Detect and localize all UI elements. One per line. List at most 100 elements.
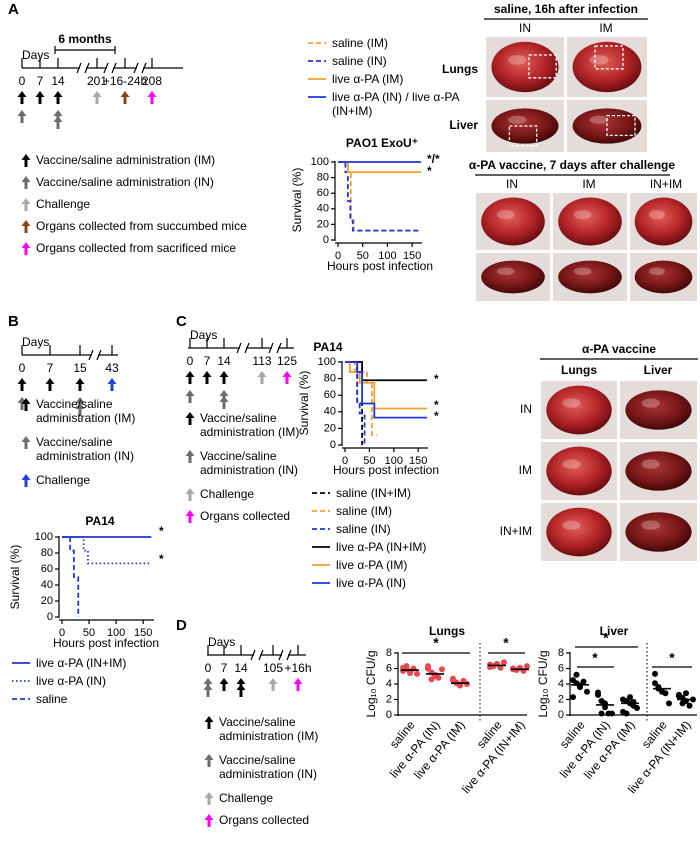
tissue xyxy=(625,512,692,552)
axis-break-gap xyxy=(254,652,260,658)
survival-line xyxy=(62,536,152,565)
legend-label: live α-PA (IN+IM) xyxy=(336,540,427,554)
day-label: 0 xyxy=(187,354,194,368)
legend-label: Organs collected from sacrificed mice xyxy=(36,241,237,255)
axis-break xyxy=(133,62,147,74)
tissue-highlight xyxy=(573,267,592,276)
tissue-highlight xyxy=(648,267,665,276)
y-tick-label: 0 xyxy=(330,439,336,451)
x-tick-label: 0 xyxy=(342,455,348,467)
data-point xyxy=(676,693,682,700)
data-point xyxy=(627,694,633,701)
y-tick-label: 60 xyxy=(324,389,336,401)
data-point xyxy=(686,702,693,709)
y-tick-label: 80 xyxy=(41,547,53,559)
axis-break xyxy=(250,649,264,661)
y-tick-label: 20 xyxy=(317,218,329,230)
data-point xyxy=(457,682,463,689)
chart-title: PA14 xyxy=(85,514,114,528)
roi-box xyxy=(594,45,624,70)
arrow xyxy=(21,242,31,255)
day-label: 7 xyxy=(221,661,228,675)
y-tick-label: 80 xyxy=(324,373,336,385)
arrow xyxy=(17,110,27,123)
data-point xyxy=(573,671,580,678)
y-axis-label: Survival (%) xyxy=(8,545,22,610)
y-tick-label: 60 xyxy=(317,187,329,199)
photo-column: Lungs xyxy=(561,363,597,377)
data-point xyxy=(432,673,438,680)
legend-label: Challenge xyxy=(219,791,274,805)
annotation: * xyxy=(159,552,164,566)
y-tick-label: 4 xyxy=(558,678,564,690)
photo-column: IN xyxy=(519,21,531,35)
annotation: * xyxy=(592,650,598,666)
day-label: 7 xyxy=(204,354,211,368)
x-tick-label: 0 xyxy=(59,627,65,639)
data-point xyxy=(407,670,413,677)
arrow xyxy=(257,371,267,384)
arrow xyxy=(282,371,292,384)
tissue-highlight xyxy=(641,459,661,469)
data-point xyxy=(577,684,583,691)
annotation: * xyxy=(434,409,439,423)
tissue xyxy=(625,390,692,430)
arrow xyxy=(293,678,303,691)
legend-label: Challenge xyxy=(200,487,255,501)
chart-title: Liver xyxy=(600,624,629,638)
axis-break xyxy=(278,649,292,661)
annotation: * xyxy=(503,635,509,651)
data-point xyxy=(598,710,605,717)
photo-column: IM xyxy=(582,177,595,191)
arrow xyxy=(21,474,31,487)
y-axis-label: Log₁₀ CFU/g xyxy=(536,650,550,717)
day-label: 208 xyxy=(142,74,162,88)
axis-break xyxy=(88,349,102,361)
day-label: +16h xyxy=(284,661,311,675)
span-bracket xyxy=(54,46,116,54)
arrow xyxy=(185,371,195,384)
arrow xyxy=(219,371,229,384)
chart-title: PA14 xyxy=(313,340,342,354)
arrow xyxy=(268,678,278,691)
roi-box xyxy=(606,114,636,137)
y-tick-label: 6 xyxy=(386,662,392,674)
tissue-highlight xyxy=(562,398,581,408)
day-label: 105 xyxy=(263,661,283,675)
tissue xyxy=(491,41,559,93)
day-label: 0 xyxy=(19,74,26,88)
days-label: Days xyxy=(190,328,217,342)
data-point xyxy=(679,700,686,707)
arrow xyxy=(185,412,195,425)
tissue xyxy=(481,260,545,294)
data-point xyxy=(414,670,420,677)
y-tick-label: 0 xyxy=(386,709,392,721)
day-label: 113 xyxy=(252,354,271,368)
legend-label: saline (IM) xyxy=(336,504,393,518)
annotation: * xyxy=(433,635,439,651)
legend-label: saline (IN) xyxy=(332,54,387,68)
y-tick-label: 2 xyxy=(558,693,564,705)
chart-title: Lungs xyxy=(429,624,465,638)
tissue-highlight xyxy=(507,55,527,65)
y-tick-label: 60 xyxy=(41,563,53,575)
day-label: 7 xyxy=(47,361,54,375)
legend-label: Organs collected xyxy=(200,509,291,523)
legend-label: live α-PA (IN+IM) xyxy=(36,656,127,670)
legend-label: Vaccine/saline administration (IN) xyxy=(36,175,214,189)
axis-break xyxy=(103,62,117,74)
y-tick-label: 0 xyxy=(323,234,329,246)
data-point xyxy=(450,675,456,682)
legend-label: live α-PA (IM) xyxy=(336,558,408,572)
y-tick-label: 4 xyxy=(386,678,392,690)
legend-label: Vaccine/saline administration (IN) xyxy=(219,753,318,781)
legend-label: Vaccine/saline administration (IM) xyxy=(36,153,216,167)
legend-label: Vaccine/saline administration (IN) xyxy=(200,449,299,477)
photo-title: α-PA vaccine, 7 days after challenge xyxy=(469,158,675,172)
arrow xyxy=(185,510,195,523)
data-point xyxy=(609,710,615,717)
photo-column: Liver xyxy=(644,363,673,377)
legend-label: live α-PA (IN) xyxy=(336,576,407,590)
day-label: 201 xyxy=(87,74,107,88)
